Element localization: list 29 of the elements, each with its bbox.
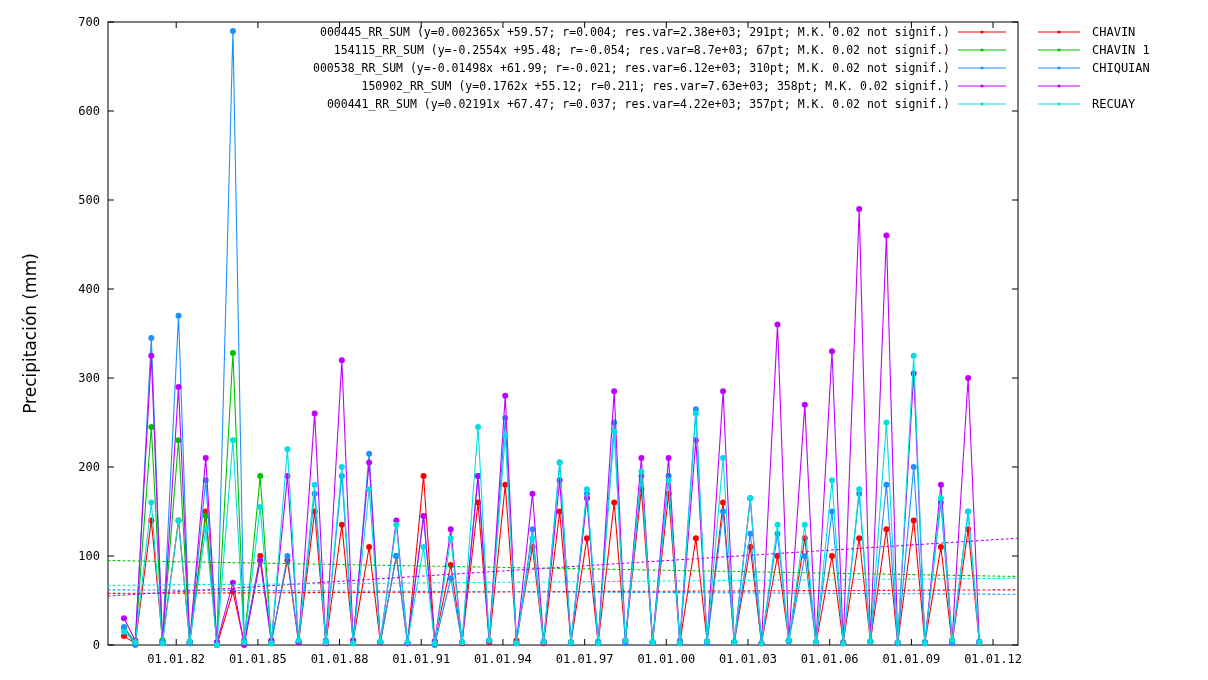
y-tick-label: 0 — [92, 638, 100, 653]
x-tick-label: 01.01.85 — [229, 652, 287, 666]
legend-label: CHAVIN — [1092, 25, 1136, 40]
x-tick-label: 01.01.88 — [310, 652, 369, 666]
y-tick-label: 300 — [78, 371, 100, 386]
x-tick-label: 01.01.00 — [637, 652, 696, 666]
y-tick-label: 500 — [78, 193, 100, 208]
x-tick-label: 01.01.09 — [882, 652, 941, 666]
x-tick-label: 01.01.97 — [555, 652, 614, 666]
y-tick-label: 200 — [78, 460, 100, 475]
annotation: 000445_RR_SUM (y=0.002365x +59.57; r=0.004; res.var=2.38e+03; 291pt; M.K. 0.02 not signif.) — [319, 25, 950, 39]
annotation: 154115_RR_SUM (y=-0.2554x +95.48; r=-0.054; res.var=8.7e+03; 67pt; M.K. 0.02 not signif.) — [333, 43, 950, 57]
legend-label: RECUAY — [1092, 97, 1137, 112]
x-tick-label: 01.01.03 — [719, 652, 777, 666]
y-axis-title: Precipitación (mm) — [20, 253, 40, 414]
x-tick-label: 01.01.12 — [964, 652, 1022, 666]
annotation: 000441_RR_SUM (y=0.02191x +67.47; r=0.037; res.var=4.22e+03; 357pt; M.K. 0.02 not signif.) — [326, 97, 950, 111]
x-tick-label: 01.01.06 — [800, 652, 859, 666]
annotation: 150902_RR_SUM (y=0.1762x +55.12; r=0.211; res.var=7.63e+03; 358pt; M.K. 0.02 signif.) — [361, 79, 950, 93]
y-tick-label: 100 — [78, 549, 100, 564]
y-tick-label: 400 — [78, 282, 100, 297]
legend-label: CHAVIN 1 — [1092, 43, 1150, 58]
legend-label: CHIQUIAN — [1092, 61, 1150, 76]
x-tick-label: 01.01.91 — [392, 652, 451, 666]
x-tick-label: 01.01.94 — [474, 652, 532, 666]
annotation: 000538_RR_SUM (y=-0.01498x +61.99; r=-0.021; res.var=6.12e+03; 310pt; M.K. 0.02 not signif.) — [313, 61, 950, 75]
x-tick-label: 01.01.82 — [147, 652, 206, 666]
y-tick-label: 700 — [78, 15, 100, 30]
y-tick-label: 600 — [78, 104, 100, 119]
